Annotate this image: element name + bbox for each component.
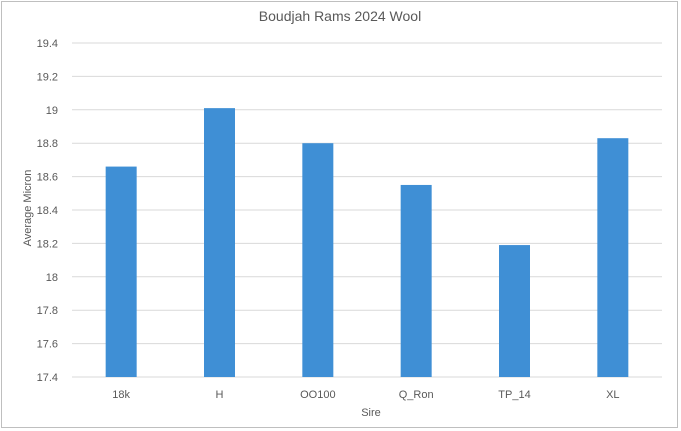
x-tick-label: H xyxy=(216,389,224,401)
y-tick-label: 19 xyxy=(46,105,58,117)
bar-18k xyxy=(105,166,137,377)
x-tick-label: OO100 xyxy=(300,389,335,401)
x-tick-label: XL xyxy=(606,389,619,401)
chart-title: Boudjah Rams 2024 Wool xyxy=(259,8,421,24)
gridlines xyxy=(72,42,662,378)
x-tick-label: 18k xyxy=(112,389,130,401)
bar-h xyxy=(204,108,235,377)
y-tick-label: 18.8 xyxy=(37,138,58,150)
bar-oo100 xyxy=(302,143,334,377)
y-tick-label: 17.8 xyxy=(37,305,58,317)
bar-tp-14 xyxy=(499,245,530,377)
y-tick-label: 18 xyxy=(46,272,58,284)
y-tick-label: 18.6 xyxy=(37,172,58,184)
x-tick-label: Q_Ron xyxy=(399,389,434,401)
y-axis-title: Average Micron xyxy=(22,170,34,247)
y-tick-label: 17.4 xyxy=(37,372,58,384)
bars xyxy=(105,108,629,377)
x-axis-title: Sire xyxy=(361,407,381,419)
y-tick-label: 19.4 xyxy=(37,38,58,50)
y-tick-label: 18.4 xyxy=(37,205,58,217)
y-tick-label: 19.2 xyxy=(37,71,58,83)
bar-xl xyxy=(597,138,629,377)
y-axis-ticks: 17.4 17.6 17.8 18 18.2 18.4 18.6 18.8 19 19.2 19.4 xyxy=(37,38,58,384)
y-tick-label: 18.2 xyxy=(37,238,58,250)
bar-q-ron xyxy=(400,184,432,377)
x-tick-label: TP_14 xyxy=(498,389,530,401)
x-axis-ticks: 18k H OO100 Q_Ron TP_14 XL xyxy=(112,389,619,401)
y-tick-label: 17.6 xyxy=(37,339,58,351)
